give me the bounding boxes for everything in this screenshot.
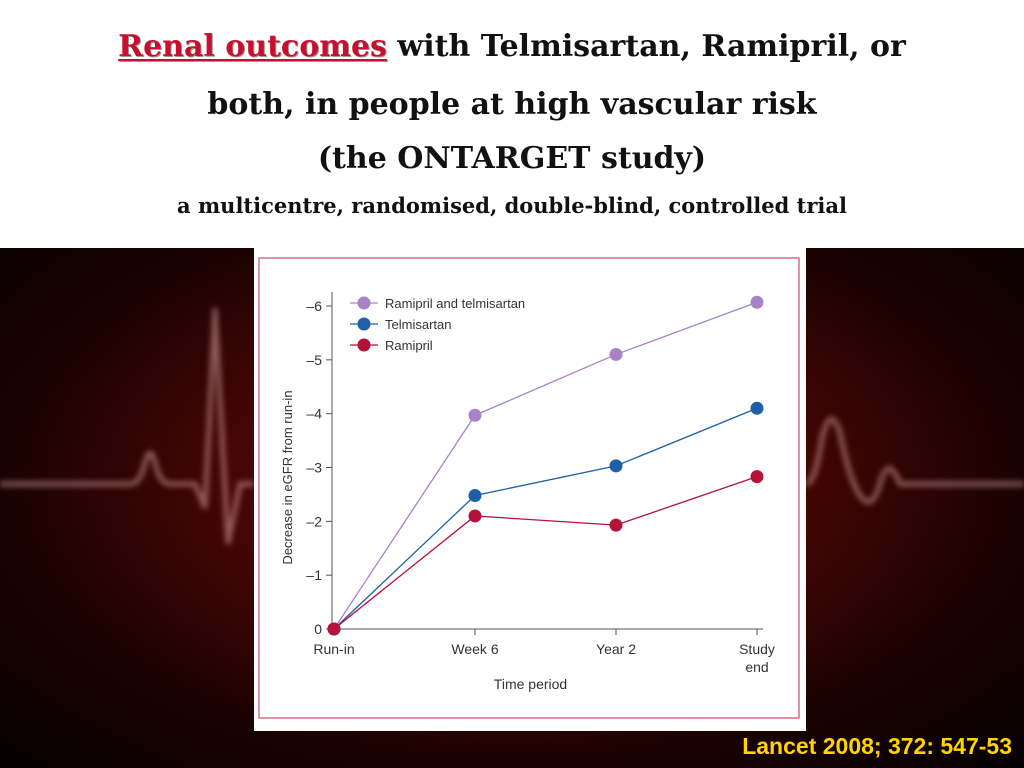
legend-label-ramipril: Ramipril (385, 338, 433, 353)
y-tick-label: 0 (314, 621, 322, 637)
title-highlight: Renal outcomes (118, 29, 387, 64)
slide-title-line-1: Renal outcomes with Telmisartan, Ramipri… (0, 18, 1024, 76)
series-line-combo (333, 301, 758, 630)
slide-title-line-3: (the ONTARGET study) (317, 141, 707, 176)
legend-marker-telmisartan (357, 317, 371, 331)
data-point-combo (609, 347, 623, 361)
citation: Lancet 2008; 372: 547-53 (742, 733, 1012, 759)
background-stage: 0 –1 –2 –3 –4 –5 –6 Run-in Week 6 Year 2 Study end T… (0, 248, 1024, 768)
ecg-waveform-decoration (0, 307, 1024, 545)
y-tick-label: –4 (306, 406, 322, 422)
legend-marker-combo (357, 296, 371, 310)
data-point-ramipril (327, 622, 341, 636)
series-line-ramipril (333, 476, 758, 630)
series-line-telmisartan (333, 407, 758, 630)
y-tick-label: –1 (306, 567, 322, 583)
chart-legend: Ramipril and telmisartan Telmisartan Ramip… (350, 296, 525, 353)
legend-label-combo: Ramipril and telmisartan (385, 296, 525, 311)
y-axis-title: Decrease in eGFR from run-in (280, 390, 295, 564)
chart-frame (258, 257, 800, 719)
x-tick-label: Study end (739, 641, 775, 675)
line-chart: 0 –1 –2 –3 –4 –5 –6 Run-in Week 6 Year 2 Study end T… (258, 257, 800, 719)
legend-marker-ramipril (357, 338, 371, 352)
data-point-combo (750, 295, 764, 309)
data-point-telmisartan (750, 401, 764, 415)
y-tick-label: –5 (306, 352, 322, 368)
legend-label-telmisartan: Telmisartan (385, 317, 451, 332)
data-point-combo (468, 408, 482, 422)
x-axis-title: Time period (494, 676, 567, 692)
x-tick-label: Run-in (313, 641, 354, 657)
y-tick-label: –3 (306, 460, 322, 476)
data-point-ramipril (750, 470, 764, 484)
chart-axes: 0 –1 –2 –3 –4 –5 –6 Run-in Week 6 Year 2 Study end T… (280, 292, 775, 692)
chart-panel: 0 –1 –2 –3 –4 –5 –6 Run-in Week 6 Year 2 Study end T… (254, 248, 806, 731)
data-point-ramipril (468, 509, 482, 523)
slide-title-line-2: both, in people at high vascular risk (207, 87, 817, 122)
x-tick-label: Year 2 (596, 641, 636, 657)
title-rest: with Telmisartan, Ramipril, or (386, 29, 906, 64)
data-point-telmisartan (468, 488, 482, 502)
y-tick-label: –6 (306, 298, 322, 314)
y-tick-label: –2 (306, 513, 322, 529)
slide-header: Renal outcomes with Telmisartan, Ramipri… (0, 0, 1024, 248)
slide-subtitle: a multicentre, randomised, double-blind,… (177, 193, 847, 218)
chart-series (327, 295, 764, 636)
data-point-telmisartan (609, 459, 623, 473)
data-point-ramipril (609, 518, 623, 532)
x-tick-label: Week 6 (451, 641, 498, 657)
